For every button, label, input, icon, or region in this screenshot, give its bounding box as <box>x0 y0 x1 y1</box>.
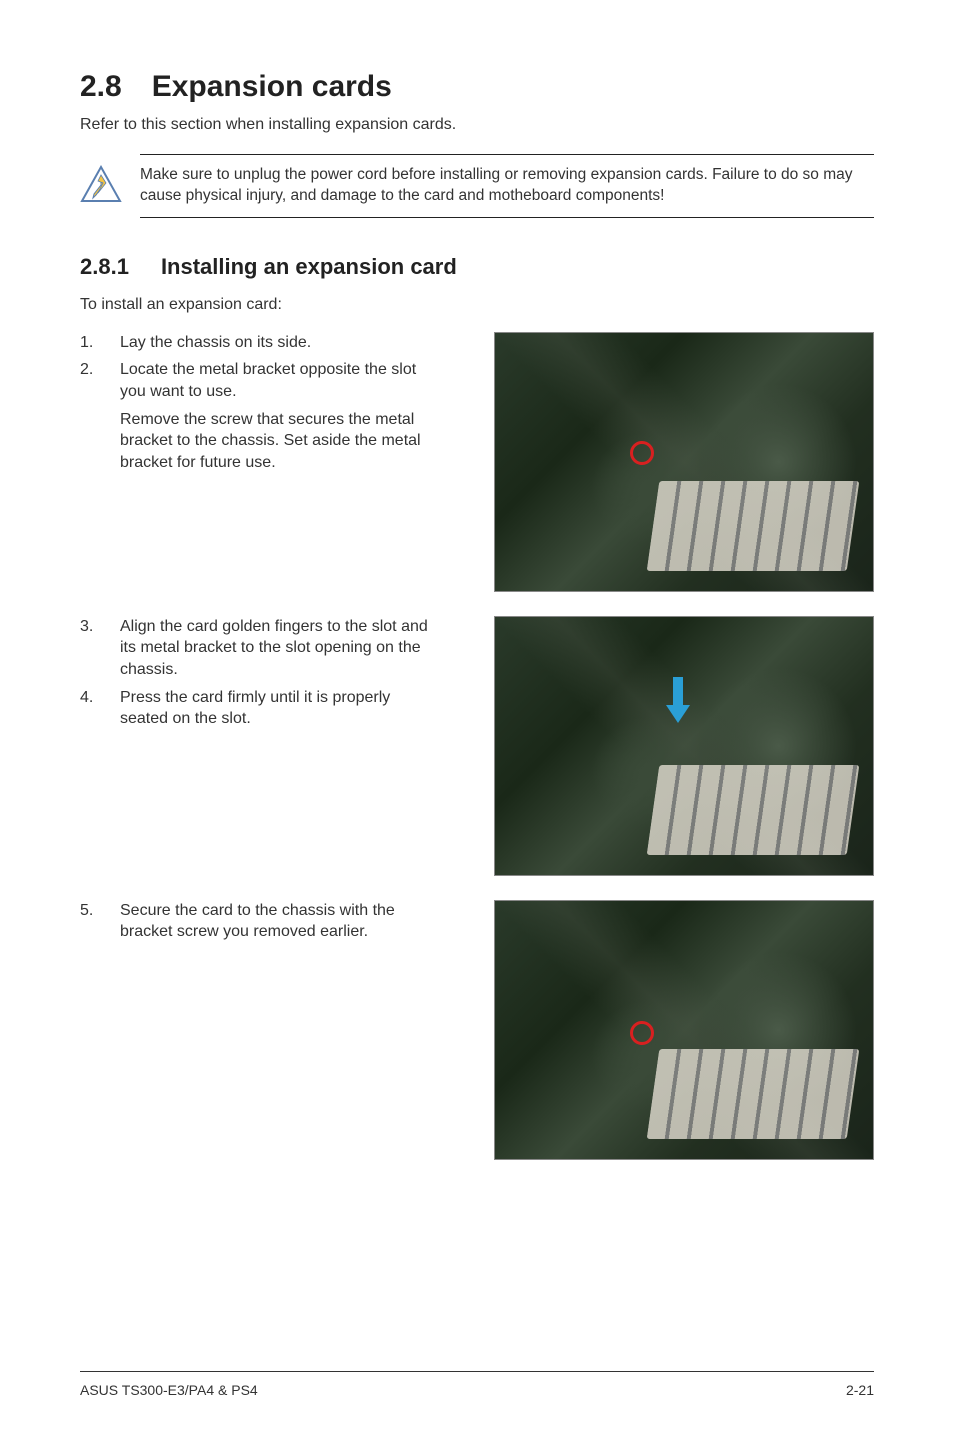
step-image-col-2 <box>494 616 874 876</box>
step-4-text: Press the card firmly until it is proper… <box>120 687 440 730</box>
screw-marker-circle <box>630 1021 654 1045</box>
subsection-number: 2.8.1 <box>80 254 129 280</box>
step-row-1: 1. Lay the chassis on its side. 2. Locat… <box>80 332 874 592</box>
step-text-col-2: 3. Align the card golden fingers to the … <box>80 616 460 736</box>
step-5-number: 5. <box>80 900 120 943</box>
motherboard-photo-2 <box>494 616 874 876</box>
expansion-slots <box>647 1049 860 1139</box>
step-4-number: 4. <box>80 687 120 730</box>
subsection-intro: To install an expansion card: <box>80 296 874 314</box>
expansion-slots <box>647 481 860 571</box>
step-5: 5. Secure the card to the chassis with t… <box>80 900 440 943</box>
motherboard-photo-1 <box>494 332 874 592</box>
screw-marker-circle <box>630 441 654 465</box>
subsection-title: 2.8.1 Installing an expansion card <box>80 254 874 280</box>
step-row-3: 5. Secure the card to the chassis with t… <box>80 900 874 1160</box>
step-1-text: Lay the chassis on its side. <box>120 332 440 354</box>
step-3-number: 3. <box>80 616 120 681</box>
step-4: 4. Press the card firmly until it is pro… <box>80 687 440 730</box>
section-title-text: Expansion cards <box>152 70 392 103</box>
section-title: 2.8 Expansion cards <box>80 70 874 104</box>
section-number: 2.8 <box>80 70 122 104</box>
footer-right: 2-21 <box>846 1382 874 1398</box>
step-2: 2. Locate the metal bracket opposite the… <box>80 359 440 473</box>
motherboard-photo-3 <box>494 900 874 1160</box>
step-3-text: Align the card golden fingers to the slo… <box>120 616 440 681</box>
insert-arrow-head <box>666 705 690 723</box>
step-text-col-3: 5. Secure the card to the chassis with t… <box>80 900 460 949</box>
step-5-text: Secure the card to the chassis with the … <box>120 900 440 943</box>
step-image-col-1 <box>494 332 874 592</box>
step-2-text: Locate the metal bracket opposite the sl… <box>120 359 440 473</box>
step-1-number: 1. <box>80 332 120 354</box>
expansion-slots <box>647 765 860 855</box>
step-2-text-p2: Remove the screw that secures the metal … <box>120 409 440 474</box>
step-1: 1. Lay the chassis on its side. <box>80 332 440 354</box>
step-3: 3. Align the card golden fingers to the … <box>80 616 440 681</box>
insert-arrow-body <box>673 677 683 705</box>
footer-left: ASUS TS300-E3/PA4 & PS4 <box>80 1382 258 1398</box>
warning-icon <box>80 165 122 203</box>
step-2-number: 2. <box>80 359 120 473</box>
step-text-col-1: 1. Lay the chassis on its side. 2. Locat… <box>80 332 460 480</box>
subsection-title-text: Installing an expansion card <box>161 254 457 279</box>
step-2-text-p1: Locate the metal bracket opposite the sl… <box>120 359 440 402</box>
page-footer: ASUS TS300-E3/PA4 & PS4 2-21 <box>80 1371 874 1398</box>
warning-box: Make sure to unplug the power cord befor… <box>140 154 874 218</box>
step-row-2: 3. Align the card golden fingers to the … <box>80 616 874 876</box>
step-image-col-3 <box>494 900 874 1160</box>
section-intro: Refer to this section when installing ex… <box>80 116 874 134</box>
warning-text: Make sure to unplug the power cord befor… <box>140 165 874 207</box>
